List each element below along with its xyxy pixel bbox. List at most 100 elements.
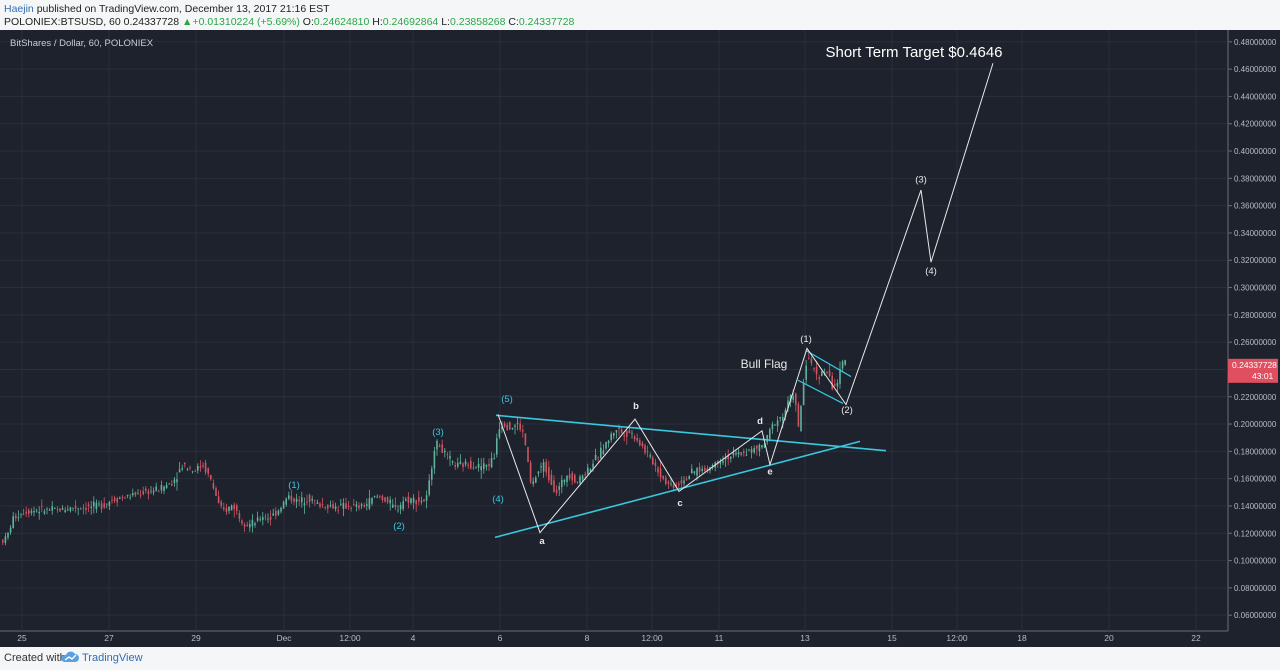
candle-body <box>745 454 748 456</box>
candle-body <box>321 504 324 506</box>
candle-body <box>150 490 152 492</box>
candle-body <box>805 365 807 380</box>
candle-body <box>667 481 670 484</box>
candle-body <box>236 505 238 511</box>
candle-body <box>441 444 443 453</box>
candle-body <box>28 509 30 515</box>
candle-body <box>134 492 137 496</box>
candle-body <box>25 511 27 514</box>
candle-body <box>54 508 56 510</box>
candle-body <box>319 503 321 507</box>
y-tick-label: 0.18000000 <box>1234 447 1277 456</box>
y-tick-label: 0.08000000 <box>1234 584 1277 593</box>
candle-body <box>730 456 732 459</box>
x-tick-label: 4 <box>411 633 416 643</box>
chart-plot-area <box>0 30 1228 631</box>
bull-flag-line <box>797 379 844 404</box>
y-tick-label: 0.26000000 <box>1234 338 1277 347</box>
candle-body <box>795 393 797 405</box>
triangle-trendline <box>495 414 887 452</box>
candle-body <box>152 490 155 493</box>
candle-body <box>774 424 776 426</box>
last-price: 0.24337728 <box>123 16 180 28</box>
candle-body <box>337 510 339 511</box>
candle-body <box>420 500 423 502</box>
candle-body <box>472 467 475 469</box>
high-value: 0.24692864 <box>382 16 439 28</box>
candle-body <box>228 506 230 512</box>
candle-body <box>197 465 199 471</box>
candle-body <box>470 460 472 469</box>
x-tick-label: 20 <box>1104 633 1114 643</box>
candle-body <box>415 500 417 505</box>
candle-body <box>592 463 594 468</box>
candle-body <box>813 368 815 370</box>
candle-body <box>579 476 581 484</box>
candle-body <box>532 481 534 485</box>
candle-body <box>462 463 464 468</box>
candle-body <box>259 519 261 521</box>
y-tick-label: 0.28000000 <box>1234 311 1277 320</box>
wave-label: (3) <box>915 174 927 185</box>
up-arrow-icon: ▲ <box>182 16 193 28</box>
candle-body <box>818 377 820 379</box>
candle-body <box>834 383 836 386</box>
candle-body <box>787 400 789 409</box>
candle-body <box>353 504 355 505</box>
x-tick-label: 6 <box>498 633 503 643</box>
candle-body <box>142 491 144 495</box>
candle-body <box>243 524 246 527</box>
candle-body <box>568 474 571 479</box>
candle-body <box>355 504 358 507</box>
y-tick-label: 0.14000000 <box>1234 502 1277 511</box>
candle-body <box>59 508 61 512</box>
candle-body <box>249 524 251 528</box>
candle-body <box>7 532 9 538</box>
candle-body <box>33 511 35 513</box>
candle-body <box>116 498 118 503</box>
candle-body <box>85 507 87 511</box>
candle-body <box>17 517 20 519</box>
y-tick-label: 0.20000000 <box>1234 420 1277 429</box>
candle-body <box>165 484 168 488</box>
candle-body <box>618 427 620 429</box>
candle-body <box>506 425 508 430</box>
price-axis[interactable] <box>1228 30 1280 631</box>
candle-body <box>763 443 766 448</box>
wave-label: (4) <box>492 494 504 505</box>
time-axis[interactable] <box>0 631 1280 647</box>
candle-body <box>438 445 441 448</box>
candle-body <box>129 497 131 499</box>
candle-body <box>301 497 303 503</box>
candle-body <box>587 467 589 475</box>
candle-body <box>267 518 269 520</box>
candle-body <box>41 505 43 507</box>
x-tick-label: 29 <box>191 633 201 643</box>
candle-body <box>691 468 693 474</box>
candle-body <box>397 510 399 512</box>
candle-body <box>428 480 430 495</box>
price-chart[interactable]: 0.06000000 0.08000000 0.10000000 0.12000000… <box>0 30 1280 647</box>
candle-body <box>223 507 225 509</box>
candle-body <box>160 484 163 491</box>
candle-body <box>87 504 90 507</box>
y-tick-label: 0.46000000 <box>1234 65 1277 74</box>
wave-label: b <box>633 401 639 412</box>
price-tag-box <box>1228 358 1278 383</box>
candle-body <box>106 503 108 505</box>
candle-body <box>706 468 709 472</box>
candle-body <box>324 507 326 509</box>
candle-body <box>535 477 537 483</box>
candle-body <box>555 489 558 493</box>
candle-body <box>610 433 612 440</box>
candle-body <box>748 449 750 451</box>
open-value: 0.24624810 <box>313 16 370 28</box>
y-tick-label: 0.38000000 <box>1234 174 1277 183</box>
y-tick-label: 0.40000000 <box>1234 147 1277 156</box>
author-link[interactable]: Haejin <box>4 3 34 15</box>
candle-body <box>696 467 698 476</box>
y-tick-label: 0.36000000 <box>1234 202 1277 211</box>
candle-body <box>82 507 85 509</box>
tradingview-link[interactable]: TradingView <box>82 652 143 664</box>
candle-body <box>108 501 111 506</box>
